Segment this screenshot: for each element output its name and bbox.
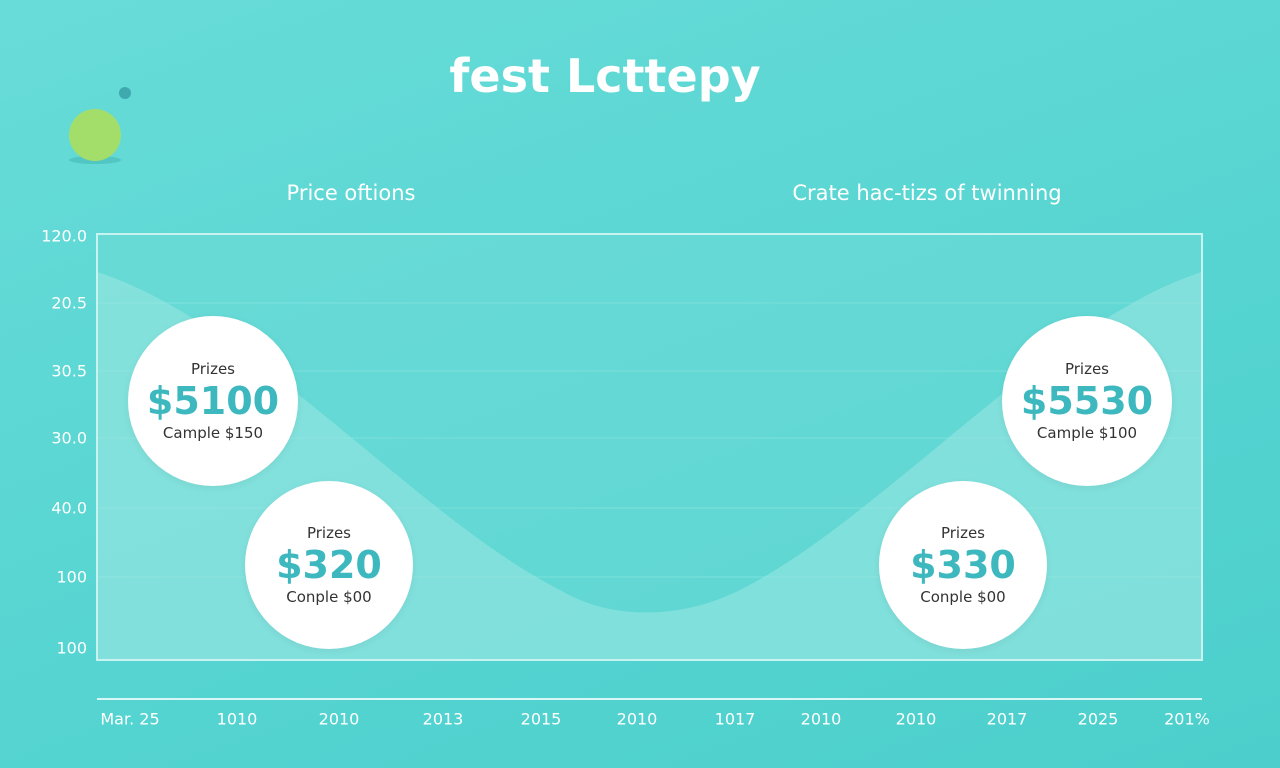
card-note: Cample $100 [1036,424,1138,442]
ball [69,109,121,161]
x-label: 1010 [216,709,258,729]
prize-card: Prizes $5100 Cample $150 [128,316,298,486]
title: fest Lcttepy [449,49,761,103]
y-label: 30.0 [51,428,87,448]
card-amount: $330 [910,543,1016,587]
right-heading: Crate hac-tizs of twinning [792,181,1062,205]
x-label: 1017 [714,709,756,729]
dot [119,87,131,99]
x-label: 2010 [895,709,937,729]
left-heading: Price oftions [286,181,416,205]
card-note: Cample $150 [162,424,264,442]
y-label: 30.5 [51,361,87,381]
card-note: Conple $00 [286,588,372,606]
y-label: 40.0 [51,498,87,518]
x-label: Mar. 25 [100,709,160,729]
card-amount: $5100 [146,379,280,423]
y-label: 20.5 [51,293,87,313]
x-label: 201% [1164,709,1210,729]
prize-card: Prizes $5530 Cample $100 [1002,316,1172,486]
x-label: 2010 [616,709,658,729]
x-label: 2025 [1077,709,1119,729]
x-label: 2013 [422,709,464,729]
x-label: 2017 [986,709,1028,729]
x-label: 2010 [318,709,360,729]
card-amount: $320 [276,543,382,587]
card-label: Prizes [190,360,236,378]
card-label: Prizes [306,524,352,542]
card-label: Prizes [940,524,986,542]
card-note: Conple $00 [920,588,1006,606]
card-amount: $5530 [1020,379,1154,423]
x-label: 2015 [520,709,562,729]
y-label: 100 [56,567,87,587]
y-label: 120.0 [41,226,87,246]
plot-frame [96,233,1203,661]
x-label: 2010 [800,709,842,729]
prize-card: Prizes $320 Conple $00 [245,481,413,649]
prize-card: Prizes $330 Conple $00 [879,481,1047,649]
y-label: 100 [56,638,87,658]
card-label: Prizes [1064,360,1110,378]
